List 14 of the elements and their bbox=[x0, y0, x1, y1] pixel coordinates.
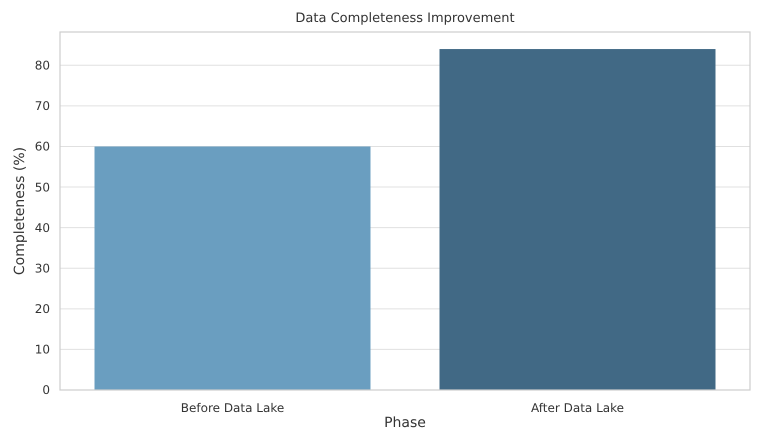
y-tick-label: 30 bbox=[34, 261, 50, 276]
y-tick-label: 20 bbox=[34, 302, 50, 316]
y-axis-title: Completeness (%) bbox=[12, 146, 28, 276]
x-axis-title: Phase bbox=[384, 415, 426, 431]
y-tick-label: 70 bbox=[34, 99, 50, 114]
y-tick-label: 40 bbox=[34, 220, 50, 235]
y-tick-label: 60 bbox=[34, 140, 50, 154]
y-tick-label: 0 bbox=[42, 383, 50, 398]
x-tick-label: Before Data Lake bbox=[180, 401, 284, 415]
chart-title: Data Completeness Improvement bbox=[295, 11, 515, 26]
x-tick-label: After Data Lake bbox=[530, 401, 624, 415]
y-tick-label: 50 bbox=[34, 180, 50, 194]
y-tick-label: 10 bbox=[34, 342, 50, 357]
y-tick-label: 80 bbox=[34, 58, 50, 72]
